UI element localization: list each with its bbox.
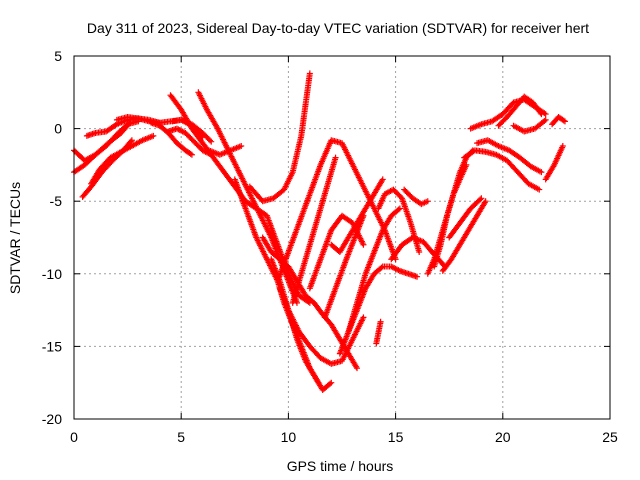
series-28: [401, 186, 431, 208]
data-point: [360, 314, 367, 321]
x-tick-label: 10: [281, 429, 297, 445]
data-point: [332, 154, 339, 161]
x-tick-label: 25: [602, 429, 618, 445]
series-32: [446, 195, 485, 241]
series-38: [549, 113, 568, 128]
data-point: [537, 109, 544, 116]
y-tick-label: -10: [42, 266, 62, 282]
data-point: [127, 138, 134, 145]
series-17: [276, 285, 367, 367]
series-25: [373, 318, 384, 347]
series-19: [289, 154, 339, 306]
data-point: [536, 186, 543, 193]
data-point: [478, 195, 485, 202]
data-point: [328, 379, 335, 386]
plot-frame: [73, 55, 611, 420]
grid-lines: [74, 56, 610, 419]
series-37: [510, 116, 549, 135]
data-point: [561, 118, 568, 125]
series-9: [169, 116, 215, 145]
series-8: [148, 119, 195, 158]
y-tick-label: 0: [54, 121, 62, 137]
data-point: [128, 137, 135, 144]
data-point: [542, 116, 549, 123]
plot-points: [71, 70, 568, 393]
x-tick-label: 15: [388, 429, 404, 445]
data-point: [538, 111, 545, 118]
data-point: [360, 212, 367, 219]
y-tick-label: -5: [50, 193, 63, 209]
data-point: [541, 117, 548, 124]
data-point: [360, 241, 367, 248]
data-point: [560, 117, 567, 124]
data-point: [396, 205, 403, 212]
series-33: [461, 147, 543, 193]
data-point: [188, 151, 195, 158]
chart-title: Day 311 of 2023, Sidereal Day-to-day VTE…: [87, 20, 589, 36]
axis-ticks: 0 5 10 15 20 25 -20 -15 -10 -5 0 5: [42, 48, 618, 445]
data-point: [378, 264, 385, 271]
data-point: [424, 198, 431, 205]
data-point: [477, 196, 484, 203]
data-point: [482, 198, 489, 205]
data-point: [559, 143, 566, 150]
y-tick-label: 5: [54, 48, 62, 64]
series-14: [246, 70, 313, 205]
data-point: [414, 273, 421, 280]
x-tick-label: 20: [495, 429, 511, 445]
x-tick-label: 5: [177, 429, 185, 445]
y-tick-label: -20: [42, 411, 62, 427]
y-axis-title: SDTVAR / TECUs: [7, 182, 23, 294]
data-point: [306, 70, 313, 77]
x-axis-title: GPS time / hours: [287, 458, 394, 474]
data-point: [538, 169, 545, 176]
data-point: [327, 380, 334, 387]
data-point: [416, 249, 423, 256]
x-tick-label: 0: [70, 429, 78, 445]
series-24: [321, 212, 367, 321]
series-2: [71, 118, 142, 164]
data-point: [395, 206, 402, 213]
y-tick-label: -15: [42, 338, 62, 354]
series-12: [206, 143, 245, 158]
series-23: [345, 205, 403, 335]
data-point: [238, 143, 245, 150]
data-point: [354, 365, 361, 372]
series-36: [495, 93, 545, 129]
data-point: [150, 132, 157, 139]
data-point: [208, 138, 215, 145]
series-39: [542, 143, 566, 183]
series-11: [195, 89, 300, 306]
data-point: [187, 150, 194, 157]
series-31: [439, 198, 489, 274]
data-point: [379, 176, 386, 183]
data-point: [206, 137, 213, 144]
series-21: [328, 176, 386, 256]
series-5: [88, 132, 157, 187]
series-34: [474, 137, 545, 176]
data-point: [377, 318, 384, 325]
